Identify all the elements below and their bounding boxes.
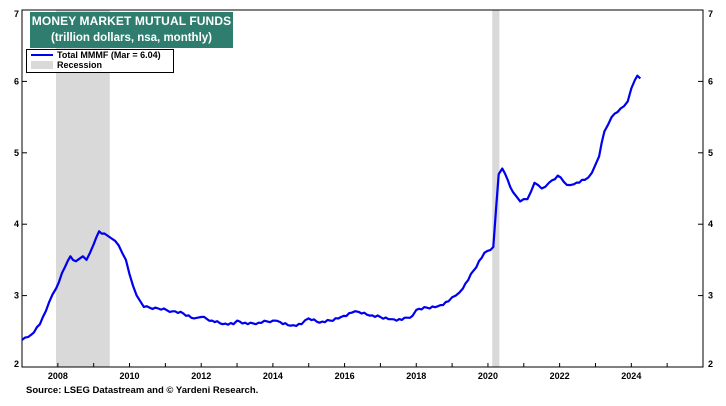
chart-title: MONEY MARKET MUTUAL FUNDS bbox=[31, 14, 232, 28]
x-tick-label: 2016 bbox=[335, 371, 355, 381]
x-tick-label: 2012 bbox=[191, 371, 211, 381]
right-y-tick-label: 6 bbox=[708, 76, 713, 86]
left-y-tick-label: 2 bbox=[14, 359, 19, 369]
axis-ticks: 2 2 3 3 4 4 5 5 6 6 7 7 2008 2010 2012 2014 2016 2018 2020… bbox=[14, 9, 713, 381]
left-y-tick-label: 4 bbox=[14, 219, 19, 229]
series-line-total-mmmf bbox=[21, 74, 642, 341]
left-y-tick-label: 7 bbox=[14, 9, 19, 19]
left-y-tick-label: 5 bbox=[14, 148, 19, 158]
legend-item-series: Total MMMF (Mar = 6.04) bbox=[27, 50, 173, 60]
x-tick-label: 2014 bbox=[263, 371, 283, 381]
legend-swatch-recession bbox=[31, 61, 53, 69]
legend-item-recession: Recession bbox=[27, 60, 173, 70]
legend-label-series: Total MMMF (Mar = 6.04) bbox=[57, 50, 161, 60]
x-tick-label: 2020 bbox=[478, 371, 498, 381]
right-y-tick-label: 4 bbox=[708, 219, 713, 229]
left-y-tick-label: 6 bbox=[14, 76, 19, 86]
right-y-tick-label: 7 bbox=[708, 9, 713, 19]
legend: Total MMMF (Mar = 6.04) Recession bbox=[26, 49, 174, 73]
x-tick-label: 2022 bbox=[550, 371, 570, 381]
plot-area-border bbox=[21, 9, 704, 368]
right-y-tick-label: 3 bbox=[708, 291, 713, 301]
x-tick-label: 2024 bbox=[621, 371, 641, 381]
x-tick-label: 2008 bbox=[48, 371, 68, 381]
right-y-tick-label: 5 bbox=[708, 148, 713, 158]
chart-title-box: MONEY MARKET MUTUAL FUNDS (trillion doll… bbox=[30, 12, 233, 48]
legend-swatch-series bbox=[31, 54, 53, 56]
legend-label-recession: Recession bbox=[57, 60, 103, 70]
source-note: Source: LSEG Datastream and © Yardeni Re… bbox=[26, 385, 259, 396]
left-y-tick-label: 3 bbox=[14, 291, 19, 301]
x-tick-label: 2018 bbox=[406, 371, 426, 381]
chart-subtitle: (trillion dollars, nsa, monthly) bbox=[50, 32, 212, 44]
x-tick-label: 2010 bbox=[120, 371, 140, 381]
right-y-tick-label: 2 bbox=[708, 359, 713, 369]
recession-band-2 bbox=[492, 10, 500, 367]
